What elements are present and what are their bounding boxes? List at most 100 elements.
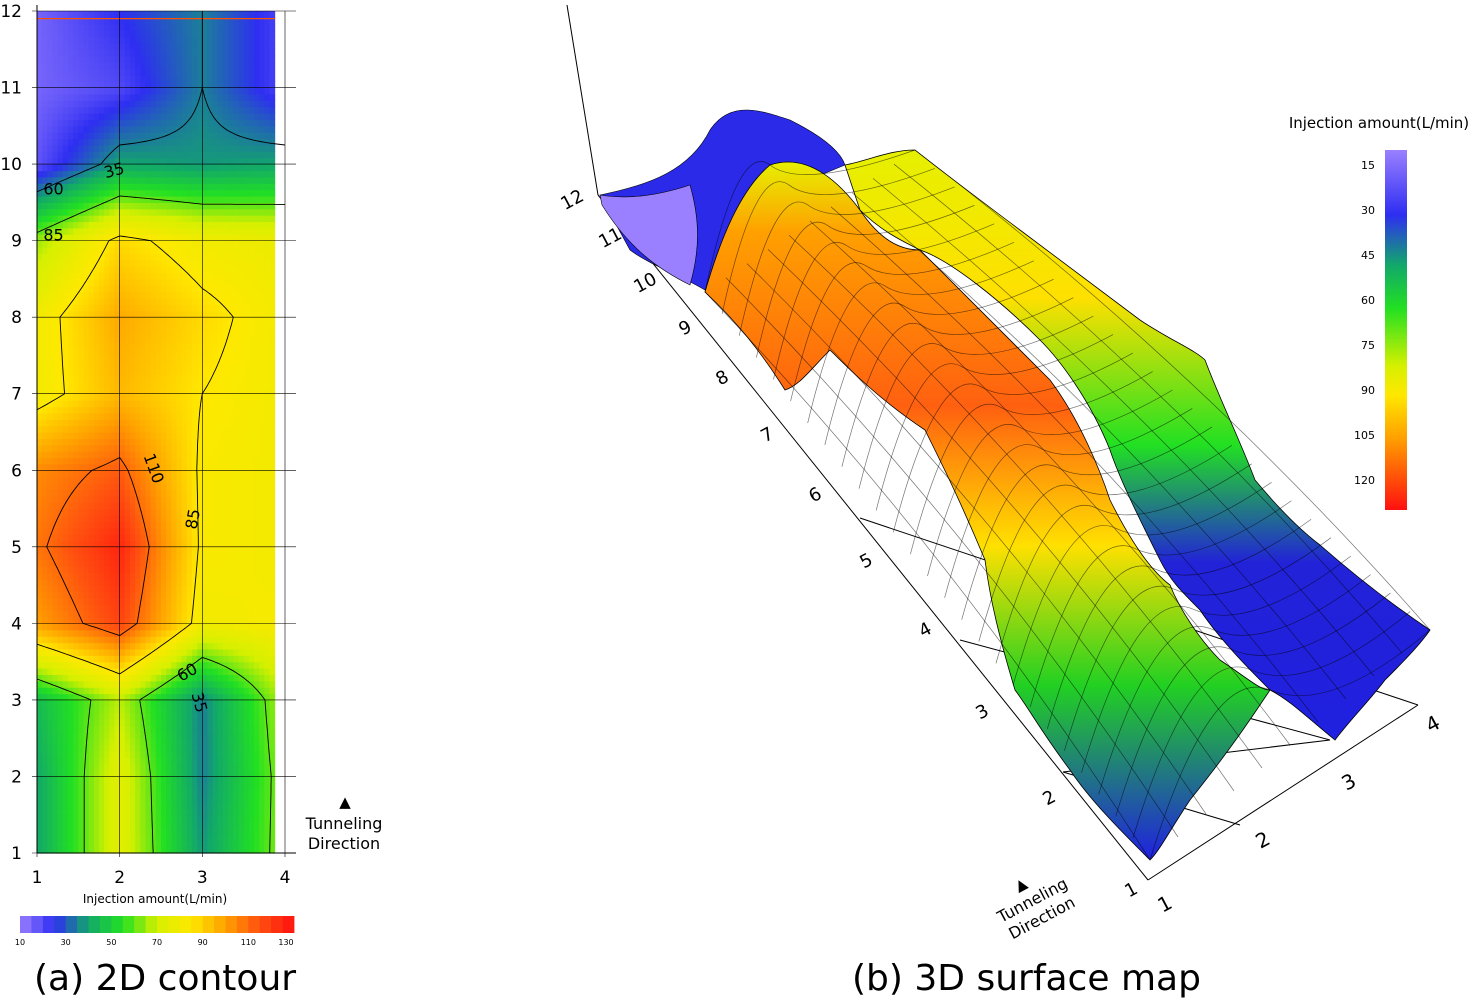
heatmap-cell bbox=[186, 329, 193, 337]
heatmap-cell bbox=[73, 189, 79, 197]
heatmap-cell bbox=[88, 113, 95, 121]
heatmap-cell bbox=[223, 470, 229, 478]
heatmap-cell bbox=[42, 329, 48, 337]
heatmap-cell bbox=[119, 215, 126, 223]
heatmap-cell bbox=[212, 221, 219, 229]
heatmap-cell bbox=[119, 597, 126, 605]
heatmap-cell bbox=[192, 304, 198, 312]
heatmap-cell bbox=[88, 259, 95, 267]
heatmap-cell bbox=[135, 113, 141, 121]
heatmap-cell bbox=[176, 636, 183, 644]
heatmap-cell bbox=[73, 553, 79, 561]
heatmap-cell bbox=[119, 655, 126, 663]
heatmap-cell bbox=[181, 699, 188, 707]
heatmap-cell bbox=[99, 412, 105, 420]
heatmap-cell bbox=[114, 125, 121, 133]
heatmap-cell bbox=[145, 674, 152, 682]
heatmap-cell bbox=[161, 68, 167, 76]
heatmap-cell bbox=[42, 648, 48, 656]
heatmap-cell bbox=[212, 329, 219, 337]
heatmap-cell bbox=[228, 725, 234, 733]
heatmap-cell bbox=[145, 502, 152, 510]
heatmap-cell bbox=[161, 451, 167, 459]
heatmap-cell bbox=[109, 489, 116, 497]
heatmap-cell bbox=[83, 55, 90, 63]
heatmap-cell bbox=[161, 202, 167, 210]
heatmap-cell bbox=[166, 93, 172, 101]
heatmap-cell bbox=[192, 227, 198, 235]
heatmap-cell bbox=[114, 100, 121, 108]
heatmap-cell bbox=[130, 451, 136, 459]
heatmap-cell bbox=[212, 253, 219, 261]
heatmap-cell bbox=[47, 55, 54, 63]
heatmap-cell bbox=[166, 597, 172, 605]
heatmap-cell bbox=[62, 323, 69, 331]
heatmap-cell bbox=[186, 801, 193, 809]
heatmap-cell bbox=[140, 234, 147, 242]
heatmap-cell bbox=[62, 451, 69, 459]
heatmap-cell bbox=[145, 597, 152, 605]
heatmap-cell bbox=[223, 30, 229, 38]
heatmap-cell bbox=[135, 42, 141, 50]
heatmap-cell bbox=[223, 361, 229, 369]
heatmap-cell bbox=[192, 801, 198, 809]
heatmap-cell bbox=[150, 68, 157, 76]
heatmap-cell bbox=[52, 546, 59, 554]
heatmap-cell bbox=[223, 202, 229, 210]
heatmap-cell bbox=[228, 585, 234, 593]
heatmap-cell bbox=[62, 17, 69, 25]
heatmap-cell bbox=[223, 687, 229, 695]
heatmap-cell bbox=[140, 266, 147, 274]
heatmap-cell bbox=[212, 693, 219, 701]
heatmap-cell bbox=[212, 259, 219, 267]
heatmap-cell bbox=[145, 329, 152, 337]
heatmap-cell bbox=[37, 170, 43, 178]
heatmap-cell bbox=[217, 23, 224, 31]
heatmap-cell bbox=[47, 361, 54, 369]
heatmap-cell bbox=[150, 463, 157, 471]
heatmap-cell bbox=[62, 597, 69, 605]
heatmap-cell bbox=[207, 419, 214, 427]
heatmap-cell bbox=[78, 291, 85, 299]
heatmap-cell bbox=[130, 240, 136, 248]
heatmap-cell bbox=[109, 62, 116, 70]
heatmap-cell bbox=[192, 476, 198, 484]
heatmap-cell bbox=[202, 42, 209, 50]
heatmap-cell bbox=[62, 444, 69, 452]
heatmap-cell bbox=[140, 776, 147, 784]
heatmap-cell bbox=[135, 457, 141, 465]
heatmap-cell bbox=[88, 432, 95, 439]
heatmap-cell bbox=[52, 349, 59, 357]
heatmap-cell bbox=[135, 87, 141, 95]
heatmap-cell bbox=[37, 750, 43, 758]
heatmap-cell bbox=[202, 272, 209, 280]
heatmap-cell bbox=[150, 521, 157, 529]
heatmap-cell bbox=[93, 361, 100, 369]
heatmap-cell bbox=[197, 144, 203, 152]
heatmap-cell bbox=[52, 821, 59, 829]
heatmap-cell bbox=[83, 629, 90, 637]
heatmap-cell bbox=[124, 527, 131, 535]
heatmap-cell bbox=[135, 668, 141, 675]
heatmap-cell bbox=[104, 699, 110, 707]
heatmap-cell bbox=[42, 87, 48, 95]
heatmap-cell bbox=[73, 451, 79, 459]
heatmap-cell bbox=[181, 425, 188, 433]
heatmap-cell bbox=[57, 463, 64, 471]
heatmap-cell bbox=[212, 138, 219, 146]
heatmap-cell bbox=[228, 266, 234, 274]
heatmap-cell bbox=[202, 55, 209, 63]
heatmap-cell bbox=[140, 846, 147, 854]
heatmap-cell bbox=[197, 444, 203, 452]
heatmap-cell bbox=[37, 514, 43, 522]
heatmap-cell bbox=[68, 463, 74, 471]
heatmap-cell bbox=[145, 106, 152, 114]
heatmap-cell bbox=[161, 412, 167, 420]
heatmap-cell bbox=[109, 144, 116, 152]
heatmap-cell bbox=[52, 476, 59, 484]
heatmap-cell bbox=[140, 349, 147, 357]
heatmap-cell bbox=[207, 559, 214, 567]
heatmap-cell bbox=[145, 789, 152, 797]
heatmap-cell bbox=[207, 406, 214, 414]
heatmap-cell bbox=[145, 604, 152, 612]
